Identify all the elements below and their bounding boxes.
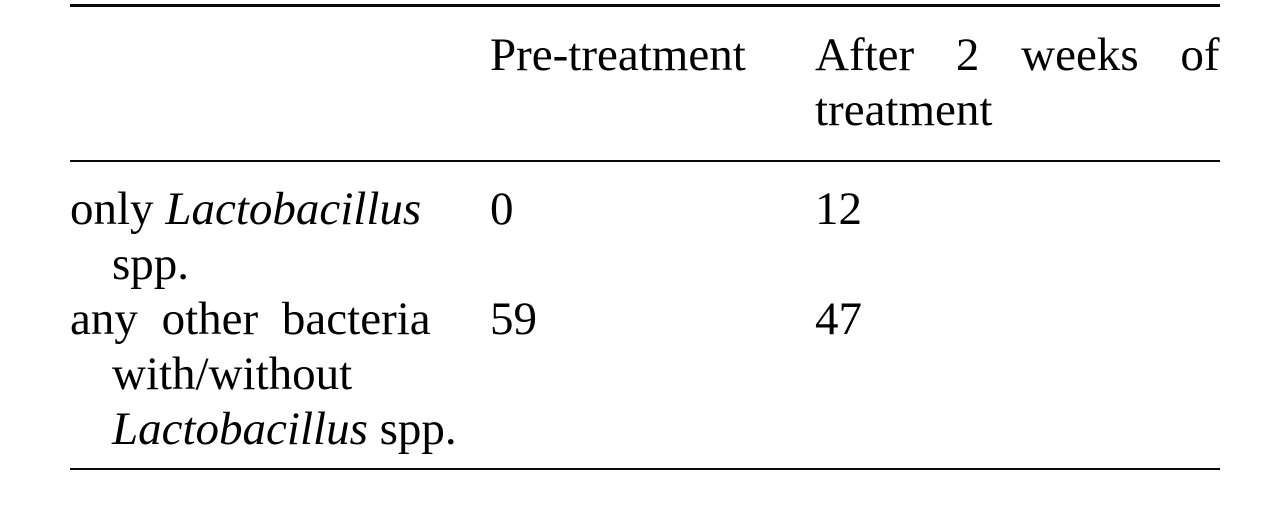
cell-pre-treatment-value: 59 (490, 293, 537, 345)
row-label-species-italic: Lactobacillus (112, 403, 368, 455)
row-label: only Lactobacillus spp. (70, 182, 490, 292)
cell-after-treatment-value: 47 (815, 293, 862, 345)
cell-pre-treatment-value: 0 (490, 183, 514, 235)
row-label-line1: any other bacteria (70, 293, 431, 345)
header-pre-treatment-label: Pre-treatment (490, 29, 746, 81)
table-row-only-lactobacillus: only Lactobacillus spp. 0 12 (70, 182, 1220, 292)
header-after-treatment: After 2 weeks of treatment (815, 28, 1220, 138)
row-label-line2: with/without (112, 348, 353, 400)
table-header-row: Pre-treatment After 2 weeks of treatment (70, 7, 1220, 160)
table-body: only Lactobacillus spp. 0 12 any other b… (70, 162, 1220, 468)
header-divider-rule (70, 160, 1220, 162)
cell-after-treatment-value: 12 (815, 183, 862, 235)
header-after-treatment-line1: After 2 weeks of (815, 29, 1220, 81)
row-label-species-italic: Lactobacillus (165, 183, 422, 235)
paper-table: Pre-treatment After 2 weeks of treatment… (70, 4, 1220, 470)
table-row-other-bacteria: any other bacteria with/without Lactobac… (70, 292, 1220, 457)
header-pre-treatment: Pre-treatment (490, 28, 815, 83)
row-label-text: only (70, 183, 166, 235)
row-label: any other bacteria with/without Lactobac… (70, 292, 490, 457)
row-label-line2: spp. (112, 238, 190, 290)
row-label-line1: only Lactobacillus (70, 182, 490, 237)
table-bottom-rule (70, 468, 1220, 470)
header-after-treatment-line2: treatment (815, 84, 993, 136)
table-top-rule (70, 4, 1220, 7)
row-label-text: spp. (367, 403, 457, 455)
row-label-line3: Lactobacillus spp. (70, 402, 490, 457)
